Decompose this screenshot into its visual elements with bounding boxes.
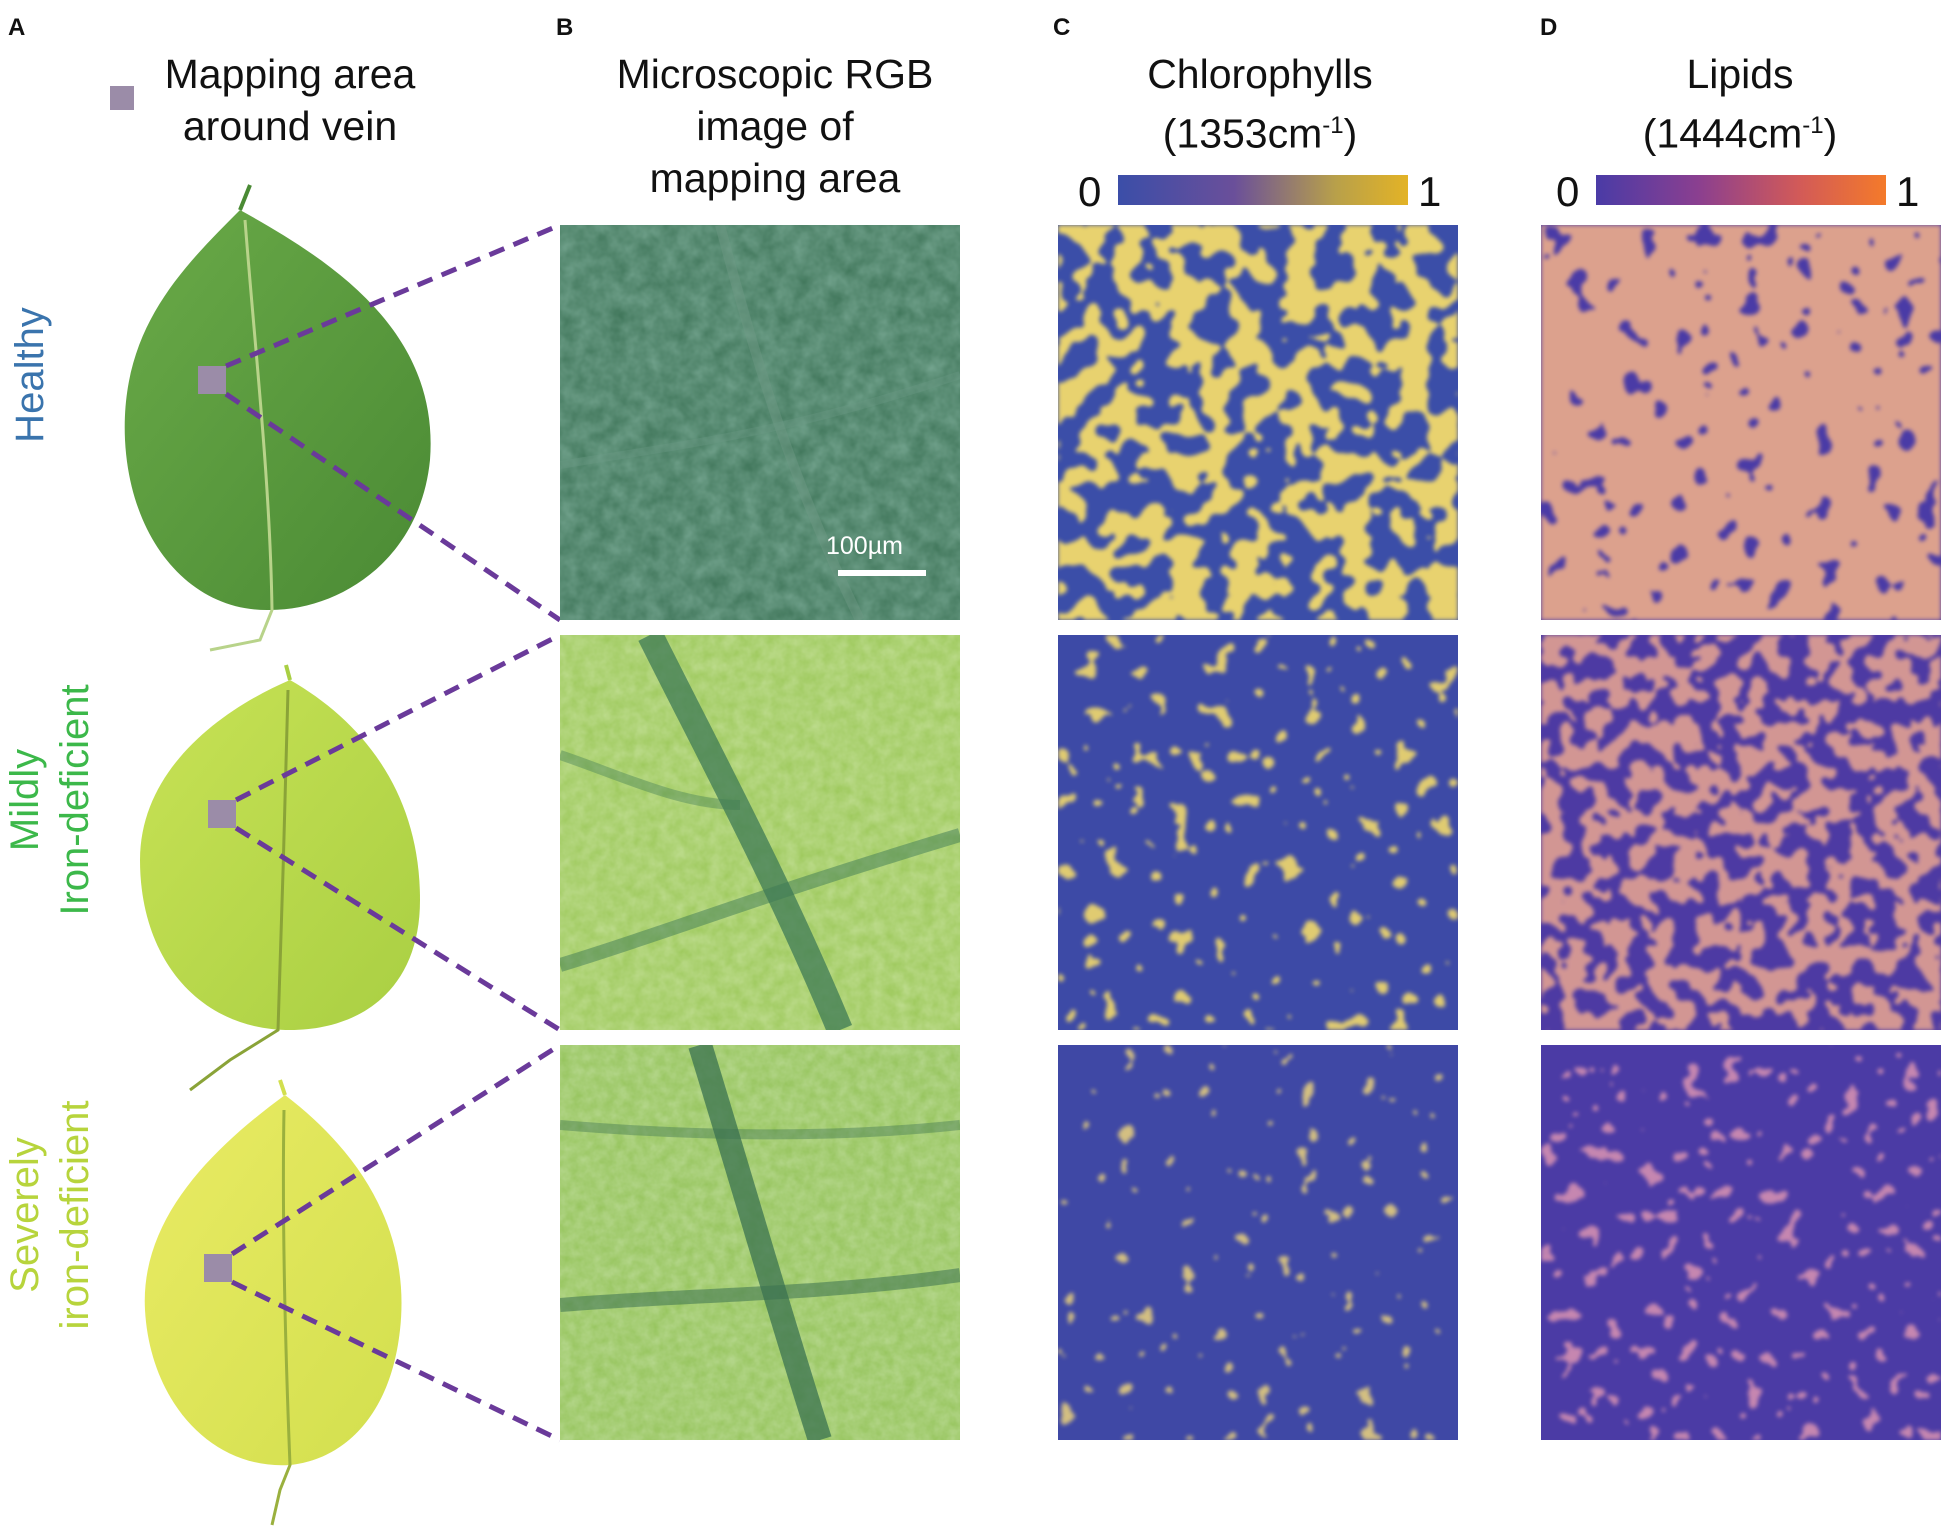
panel-c-title-main: Chlorophylls — [1147, 51, 1373, 97]
scale-bar-label: 100µm — [826, 532, 903, 560]
micro-image-healthy — [560, 225, 960, 620]
panel-letter-b: B — [556, 14, 574, 41]
legend-line-1: Mapping area — [164, 51, 416, 97]
panel-d-colorbar — [1596, 175, 1886, 205]
panel-d-wavenumber: (1444cm-1) — [1642, 110, 1838, 157]
micro-image-severely — [560, 1045, 960, 1440]
panel-d-cbar-max: 1 — [1896, 168, 1920, 215]
chlorophyll-map-healthy — [1058, 225, 1458, 620]
panel-a-legend: Mapping area around vein — [140, 48, 440, 152]
chlorophyll-map-severely-svg — [1058, 1045, 1458, 1440]
panel-d-title: Lipids (1444cm-1) — [1540, 48, 1940, 160]
mapping-area-swatch — [110, 86, 134, 110]
panel-c-cbar-max: 1 — [1418, 168, 1442, 215]
panel-b-title-line-2: image of — [696, 103, 854, 149]
chlorophyll-map-mildly-svg — [1058, 635, 1458, 1030]
lipid-map-severely-svg — [1541, 1045, 1941, 1440]
panel-letter-d: D — [1540, 14, 1558, 41]
legend-line-2: around vein — [182, 103, 398, 149]
lipid-map-healthy — [1541, 225, 1941, 620]
panel-c-cbar-min: 0 — [1078, 168, 1102, 215]
leaf-healthy-mapping-marker — [198, 366, 226, 394]
panel-b-title-line-3: mapping area — [649, 155, 901, 201]
micro-texture-healthy — [560, 225, 960, 620]
panel-letter-c: C — [1053, 14, 1071, 41]
leaf-mildly-mapping-marker — [208, 800, 236, 828]
panel-d-title-main: Lipids — [1686, 51, 1794, 97]
panel-c-wavenumber: (1353cm-1) — [1162, 110, 1358, 157]
micro-texture-mildly — [560, 635, 960, 1030]
leaf-mildly — [140, 664, 420, 1092]
lipid-map-mildly — [1541, 635, 1941, 1030]
panel-letter-a: A — [8, 14, 26, 41]
chlorophyll-map-healthy-svg — [1058, 225, 1458, 620]
leaf-severely — [144, 1079, 402, 1526]
lipid-map-severely — [1541, 1045, 1941, 1440]
panel-d-cbar-min: 0 — [1556, 168, 1580, 215]
scale-bar — [838, 570, 926, 576]
chlorophyll-map-severely — [1058, 1045, 1458, 1440]
panel-b-title-line-1: Microscopic RGB — [616, 51, 934, 97]
panel-c-colorbar — [1118, 175, 1408, 205]
panel-b-title: Microscopic RGB image of mapping area — [575, 48, 975, 204]
leaf-severely-mapping-marker — [204, 1254, 232, 1282]
micro-texture-severely — [560, 1045, 960, 1440]
lipid-map-healthy-svg — [1541, 225, 1941, 620]
chlorophyll-map-mildly — [1058, 635, 1458, 1030]
leaf-healthy — [124, 184, 431, 652]
panel-c-title: Chlorophylls (1353cm-1) — [1060, 48, 1460, 160]
micro-image-mildly — [560, 635, 960, 1030]
lipid-map-mildly-svg — [1541, 635, 1941, 1030]
zoom-lines — [224, 222, 562, 1443]
